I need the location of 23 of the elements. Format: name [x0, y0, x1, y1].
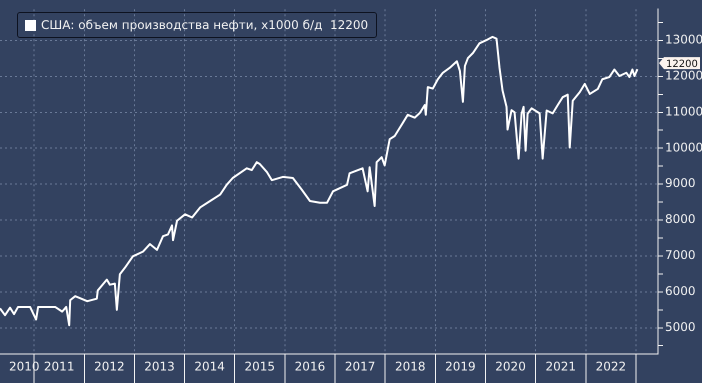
y-tick-label: 6000 [665, 284, 696, 298]
x-tick-label: 2012 [94, 359, 125, 374]
legend-label: США: объем производства нефти, х1000 б/д 12200 [41, 18, 368, 32]
text: 12200 [666, 58, 698, 70]
x-tick-label: 2015 [244, 359, 276, 374]
y-tick-label: 11000 [665, 104, 702, 118]
y-tick-label: 7000 [665, 248, 696, 262]
y-tick-label: 12000 [665, 68, 702, 82]
x-tick-label: 2013 [144, 359, 175, 374]
y-tick-label: 13000 [665, 32, 702, 47]
y-tick-label: 10000 [665, 140, 702, 154]
x-tick-label: 2020 [495, 359, 526, 374]
y-tick-label: 8000 [665, 212, 696, 226]
x-tick-label: 2014 [194, 359, 225, 374]
x-tick-label: 2021 [545, 359, 576, 374]
x-tick-label: 2017 [344, 359, 376, 374]
x-tick-label: 2022 [596, 359, 626, 374]
y-tick-label: 5000 [665, 320, 696, 334]
x-tick-label: 2011 [44, 359, 74, 374]
x-tick-label: 2016 [294, 359, 326, 374]
y-tick-label: 9000 [665, 176, 696, 190]
x-tick-label: 2019 [445, 359, 476, 374]
x-tick-label: 2018 [394, 359, 426, 374]
